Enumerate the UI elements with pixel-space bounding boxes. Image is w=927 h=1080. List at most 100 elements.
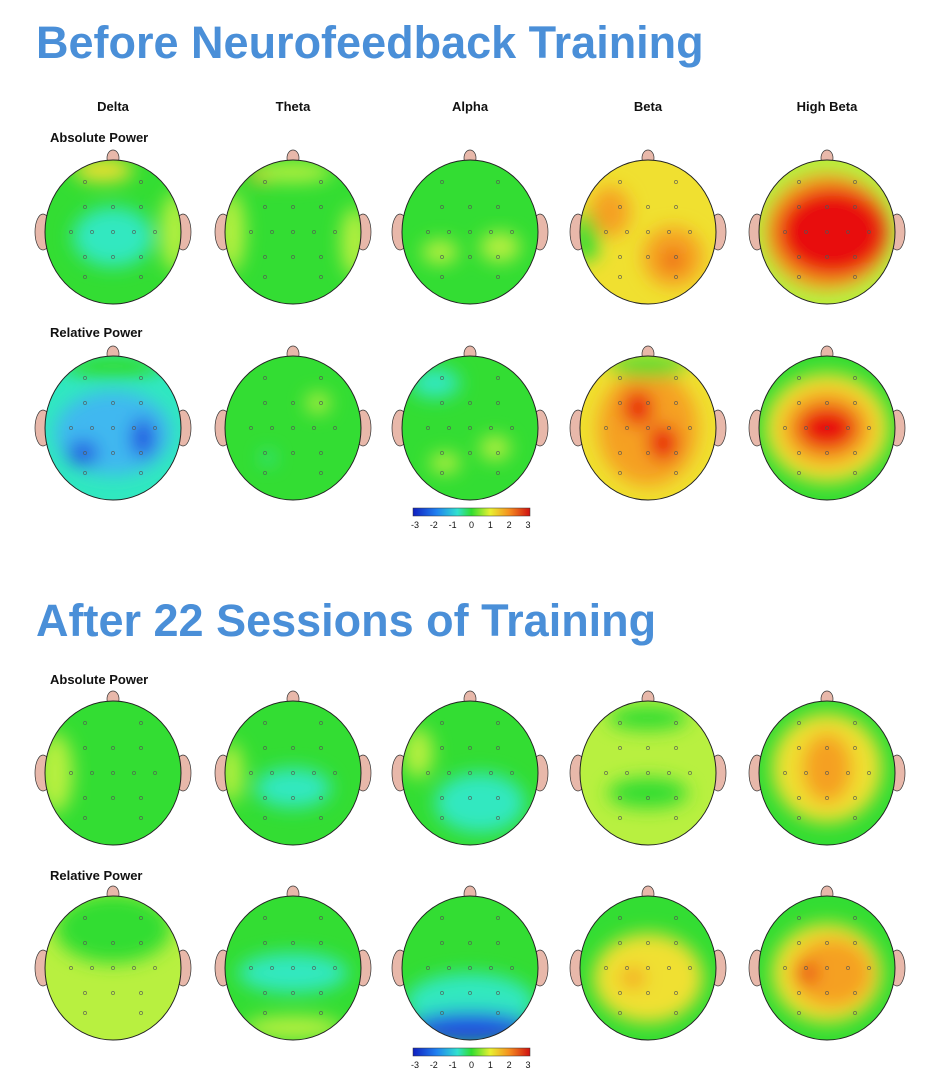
electrode [846,966,850,970]
map-blob [590,187,630,237]
electrode [291,991,295,995]
electrode [853,180,857,184]
map-blobs [765,373,889,483]
topographic-map [391,345,549,501]
electrode [625,966,629,970]
electrode [83,205,87,209]
electrode [319,796,323,800]
colorbar-tick: 0 [469,520,474,530]
electrode [440,180,444,184]
electrode [674,916,678,920]
electrode [83,180,87,184]
map-blobs [598,356,698,486]
electrode [83,255,87,259]
electrode [846,426,850,430]
topographic-map [569,345,727,501]
head-outline [401,700,539,846]
map-blob [480,436,510,460]
electrode [618,721,622,725]
electrode [604,230,608,234]
electrode [797,746,801,750]
electrode [667,771,671,775]
electrode [674,255,678,259]
map-blob [608,706,688,730]
electrode [249,966,253,970]
electrode [263,255,267,259]
electrode [496,941,500,945]
electrode [249,230,253,234]
electrode [825,746,829,750]
electrode [333,771,337,775]
electrode [489,426,493,430]
electrode [618,255,622,259]
map-fill [759,356,895,500]
map-blob [255,768,331,808]
electrode [426,426,430,430]
electrode [249,771,253,775]
topographic-map [569,690,727,846]
electrode [674,746,678,750]
map-blobs [55,896,171,963]
electrode [447,426,451,430]
electrode [646,991,650,995]
topographic-map [569,149,727,305]
electrode [496,376,500,380]
electrode [496,796,500,800]
electrode [646,966,650,970]
electrode [312,966,316,970]
electrode [853,376,857,380]
map-blob [306,393,330,413]
colorbar-tick: 3 [525,520,530,530]
electrode [291,205,295,209]
electrode [797,275,801,279]
electrode [426,966,430,970]
electrode [646,451,650,455]
electrode [319,941,323,945]
electrode [83,746,87,750]
electrode [674,401,678,405]
electrode [496,451,500,455]
electrode [153,230,157,234]
electrode [797,721,801,725]
electrode [646,255,650,259]
head-outline [579,355,717,501]
row-label: Absolute Power [50,672,148,687]
map-blobs [405,973,535,1040]
map-blob [608,778,688,808]
map-blobs [262,393,330,464]
colorbar-tick: 2 [507,520,512,530]
electrode [447,771,451,775]
electrode [139,275,143,279]
head-outline [758,159,896,305]
map-blob [593,933,703,1023]
electrode [797,1011,801,1015]
electrode [797,471,801,475]
electrode [83,916,87,920]
electrode [618,796,622,800]
electrode [139,255,143,259]
electrode [853,471,857,475]
electrode [291,966,295,970]
map-blob [73,207,153,267]
head-outline [44,895,182,1041]
electrode [132,771,136,775]
electrode [646,941,650,945]
electrode [319,376,323,380]
map-blob [648,425,678,461]
electrode [319,255,323,259]
electrode [111,401,115,405]
electrode [674,376,678,380]
map-base [580,701,716,845]
head-outline [224,355,362,501]
electrode [319,275,323,279]
electrode [867,426,871,430]
electrode [825,941,829,945]
map-blob [430,453,460,473]
electrode [797,991,801,995]
electrode [667,426,671,430]
band-label: High Beta [797,99,858,114]
map-blobs [593,933,703,1023]
map-fill [759,896,895,1040]
electrode [440,941,444,945]
electrode [139,941,143,945]
